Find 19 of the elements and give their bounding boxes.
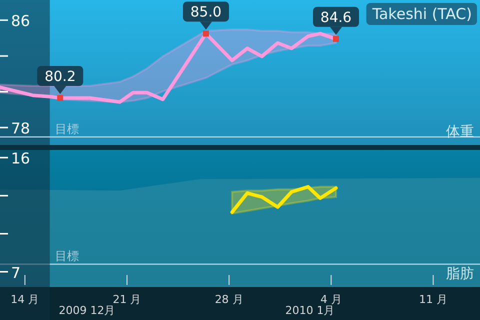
text: 体重	[446, 124, 474, 140]
x-tick-label: 21 月	[112, 293, 142, 306]
y-tick-label: 7	[11, 264, 21, 282]
annotation: 85.0	[190, 4, 222, 21]
y-tick-label: 78	[11, 120, 30, 138]
x-tick-label: 11 月	[418, 293, 448, 306]
annotation: 80.2	[44, 69, 76, 86]
annotation: Takeshi (TAC)	[371, 5, 472, 23]
annotation: 84.6	[320, 10, 352, 26]
y-tick-label: 16	[11, 150, 30, 168]
text: 脂肪	[446, 266, 474, 282]
ref-line-label: 目標	[55, 249, 79, 264]
text: 2010 1月	[285, 304, 335, 317]
text: 2009 12月	[58, 304, 116, 317]
x-tick-label: 4 月	[320, 293, 342, 306]
x-tick-label: 14 月	[10, 293, 40, 306]
y-tick-label: 86	[11, 12, 30, 30]
ref-line-label: 目標	[55, 122, 79, 136]
x-tick-label: 28 月	[214, 293, 244, 306]
